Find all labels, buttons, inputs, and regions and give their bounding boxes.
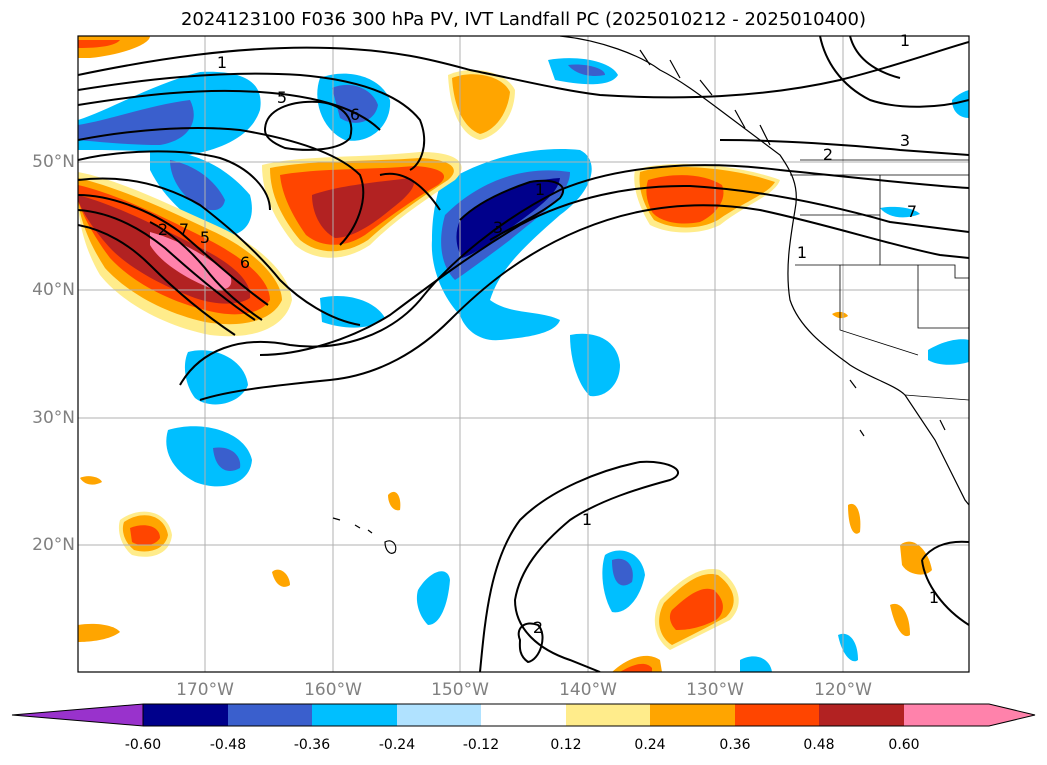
pv-positive-region — [78, 40, 120, 48]
lon-label: 130°W — [686, 680, 744, 700]
pv-negative-region — [332, 84, 378, 123]
pv-positive-region — [669, 588, 723, 630]
pv-negative-region — [170, 160, 225, 211]
pv-positive-region — [130, 525, 160, 546]
pv-positive-region — [388, 491, 401, 511]
lon-label: 150°W — [431, 680, 489, 700]
contour-label: 6 — [350, 105, 360, 124]
pv-positive-region — [848, 503, 861, 534]
contour-label: 3 — [493, 218, 503, 237]
contour-label: 2 — [158, 220, 168, 239]
colorbar-segment — [397, 704, 481, 726]
lon-label: 170°W — [176, 680, 234, 700]
contour-label: 1 — [797, 243, 807, 262]
colorbar-tick-label: 0.60 — [888, 737, 920, 753]
colorbar-segment — [228, 704, 312, 726]
pv-positive-region — [312, 178, 414, 238]
contour-label: 2 — [823, 145, 833, 164]
colorbar-tick-label: -0.60 — [124, 737, 162, 753]
contour-label-group: 1 5 6 3 2 1 7 5 6 1 3 1 1 7 2 2 1 — [158, 31, 939, 637]
colorbar-min-extend — [11, 703, 144, 727]
pv-negative-region — [838, 633, 858, 662]
pv-positive-region — [78, 623, 120, 642]
colorbar-tick-label: 0.48 — [803, 737, 835, 753]
contour-label: 7 — [907, 202, 917, 221]
contour-label: 6 — [240, 253, 250, 272]
contour-label: 7 — [179, 220, 189, 239]
contour-label: 2 — [533, 618, 543, 637]
contour-label: 1 — [217, 53, 227, 72]
pv-negative-region — [213, 447, 241, 471]
colorbar-segment — [735, 704, 819, 726]
contour-label: 5 — [277, 88, 287, 107]
lat-label: 20°N — [32, 535, 75, 555]
pv-negative-region — [952, 90, 969, 118]
pv-positive-region — [80, 476, 102, 485]
colorbar-tick-label: -0.24 — [378, 737, 416, 753]
pv-positive-region — [900, 541, 932, 575]
pv-contours — [78, 36, 969, 672]
lat-label: 30°N — [32, 408, 75, 428]
map-frame — [77, 35, 970, 673]
pv-negative-region — [320, 296, 385, 328]
contour-label: 1 — [900, 31, 910, 50]
colorbar-tick-label: -0.36 — [293, 737, 331, 753]
lon-label: 120°W — [814, 680, 872, 700]
pv-negative-region — [740, 656, 772, 672]
pv-negative-region — [166, 426, 252, 487]
pv-negative-region — [880, 206, 920, 218]
contour-label: 3 — [900, 131, 910, 150]
contour-label: 1 — [929, 588, 939, 607]
pv-positive-region — [620, 663, 652, 672]
pv-negative-region — [416, 571, 450, 625]
pv-negative-region — [568, 64, 605, 76]
graticule — [78, 36, 969, 672]
pv-negative-region — [78, 100, 194, 145]
colorbar-tick-label: 0.24 — [634, 737, 666, 753]
pv-negative-region — [570, 333, 620, 397]
colorbar-tick-label: -0.48 — [209, 737, 247, 753]
colorbar-segment — [312, 704, 397, 726]
pv-positive-region — [272, 569, 290, 587]
colorbar-segment — [650, 704, 735, 726]
pv-negative-region — [184, 350, 248, 405]
colorbar-segment — [143, 704, 228, 726]
lon-label: 140°W — [559, 680, 617, 700]
colorbar-segment — [481, 704, 566, 726]
contour-label: 5 — [200, 228, 210, 247]
colorbar-segment — [819, 704, 904, 726]
colorbar-tick-label: 0.12 — [550, 737, 582, 753]
pv-positive-region — [452, 74, 510, 134]
contour-label: 1 — [582, 510, 592, 529]
colorbar-max-extend — [904, 704, 1035, 726]
map-title: 2024123100 F036 300 hPa PV, IVT Landfall… — [180, 9, 867, 30]
colorbar-tick-label: -0.12 — [462, 737, 500, 753]
lat-label: 50°N — [32, 152, 75, 172]
contour-label: 1 — [535, 180, 545, 199]
pv-positive-region — [890, 603, 910, 637]
lat-label: 40°N — [32, 280, 75, 300]
colorbar-tick-label: 0.36 — [719, 737, 751, 753]
colorbar — [11, 703, 1036, 727]
pv-negative-region — [612, 558, 633, 586]
lon-label: 160°W — [304, 680, 362, 700]
coastlines — [332, 36, 969, 554]
pv-negative-region — [928, 339, 969, 365]
colorbar-segment — [566, 704, 650, 726]
